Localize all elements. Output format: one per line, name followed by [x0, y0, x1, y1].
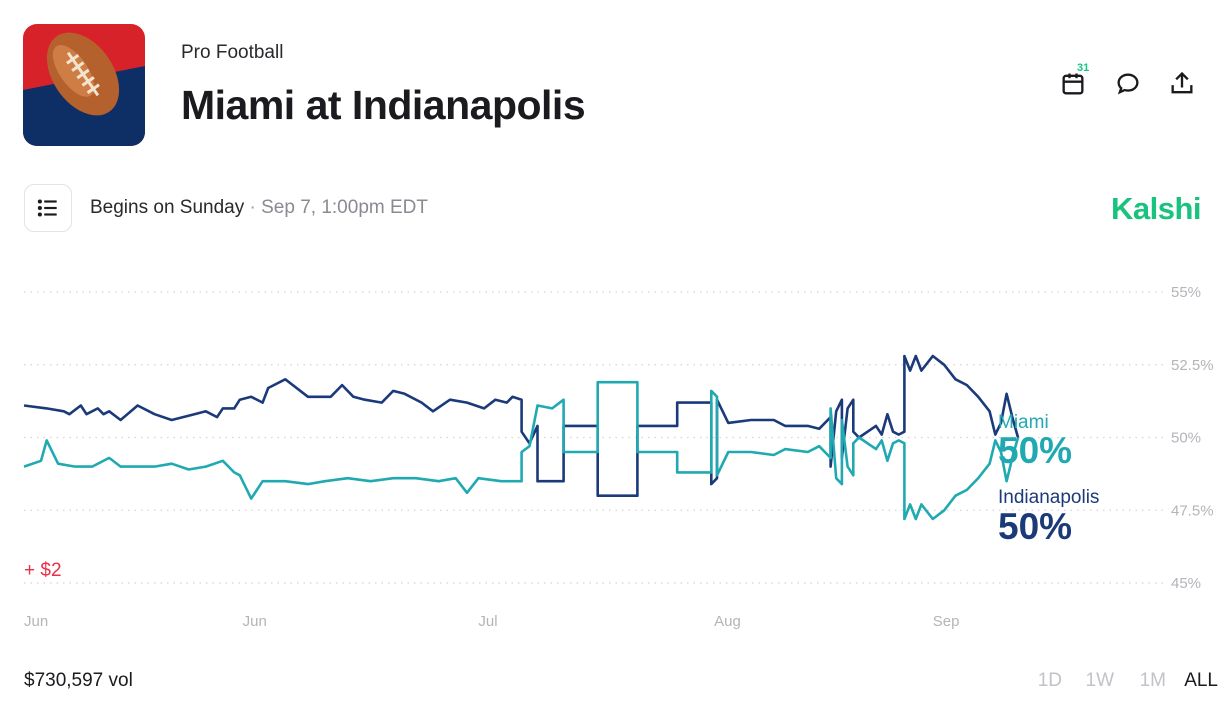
x-tick-label: Jun [24, 613, 48, 630]
comment-icon [1117, 73, 1139, 95]
x-tick-label: Aug [714, 613, 741, 630]
x-tick-label: Jun [243, 613, 267, 630]
comments-button[interactable] [1110, 66, 1146, 102]
series-line-miami [23, 380, 1020, 521]
y-tick-label: 47.5% [1171, 502, 1214, 519]
y-tick-label: 45% [1171, 575, 1201, 592]
category-label: Pro Football [181, 42, 284, 63]
range-1d-button[interactable]: 1D [1037, 670, 1062, 691]
calendar-icon [1062, 73, 1084, 95]
y-tick-label: 55% [1171, 284, 1201, 301]
volume-label: $730,597 vol [24, 670, 133, 691]
y-tick-label: 52.5% [1171, 357, 1214, 374]
range-all-button[interactable]: ALL [1184, 670, 1218, 691]
range-1w-button[interactable]: 1W [1085, 670, 1115, 691]
y-tick-label: 50% [1171, 430, 1201, 447]
delta-indicator: + $2 [24, 560, 62, 581]
list-icon [37, 199, 57, 217]
event-date: Sep 7, 1:00pm EDT [261, 197, 428, 218]
legend-indianapolis-name: Indianapolis [998, 487, 1100, 508]
begins-label: Begins on Sunday [90, 197, 245, 218]
x-tick-label: Sep [933, 613, 960, 630]
rules-menu-button[interactable] [24, 184, 72, 232]
separator: · [249, 197, 256, 218]
price-chart[interactable]: 55% 52.5% 50% 47.5% 45% Jun Jun Jul Aug Sep [0, 270, 1232, 640]
brand-logo: Kalshi [1111, 191, 1202, 226]
calendar-button[interactable] [1055, 66, 1091, 102]
share-icon [1171, 71, 1193, 94]
chart-series [23, 354, 1020, 521]
series-line-indianapolis [23, 354, 1020, 497]
legend-miami-name: Miami [998, 412, 1049, 433]
share-button[interactable] [1164, 66, 1200, 102]
chart-grid: 55% 52.5% 50% 47.5% 45% [24, 284, 1214, 592]
range-selector: 1D 1W 1M ALL [1010, 670, 1218, 692]
event-schedule: Begins on Sunday · Sep 7, 1:00pm EDT [90, 197, 428, 219]
range-1m-button[interactable]: 1M [1139, 670, 1166, 691]
page-title: Miami at Indianapolis [181, 82, 586, 128]
legend-miami-value: 50% [998, 430, 1073, 471]
legend-indianapolis-value: 50% [998, 506, 1073, 547]
chart-x-axis: Jun Jun Jul Aug Sep [24, 613, 960, 630]
x-tick-label: Jul [478, 613, 497, 630]
league-logo [23, 24, 145, 146]
football-icon [23, 24, 145, 146]
calendar-count-badge: 31 [1077, 62, 1090, 74]
